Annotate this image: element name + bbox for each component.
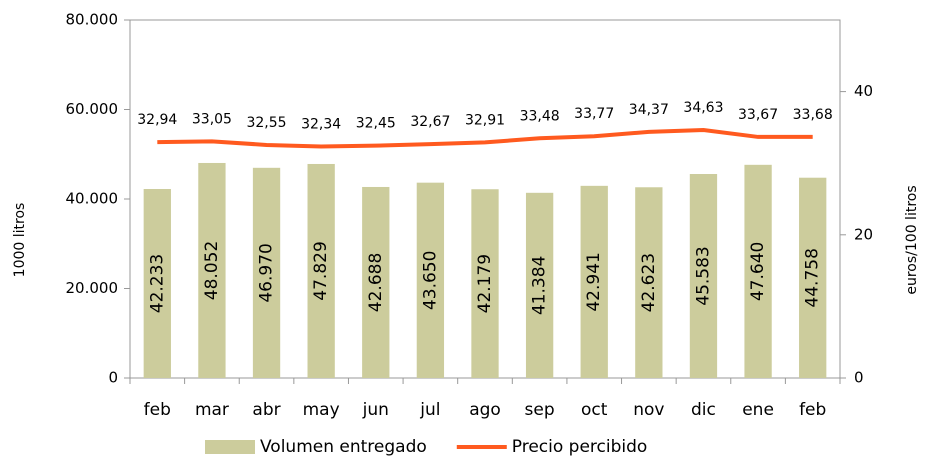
line-value-label: 32,55 xyxy=(246,115,286,131)
bar xyxy=(744,164,772,378)
x-tick-label: ene xyxy=(742,400,774,420)
x-tick-label: abr xyxy=(252,400,280,420)
bar-value-label: 42.623 xyxy=(639,253,659,312)
bar xyxy=(307,163,335,378)
line-value-label: 32,94 xyxy=(137,112,177,128)
bar-value-label: 45.583 xyxy=(693,246,713,305)
bar-value-label: 42.941 xyxy=(584,252,604,311)
legend-swatch xyxy=(205,440,255,454)
line-value-label: 32,45 xyxy=(356,116,396,132)
y2-tick-label: 0 xyxy=(854,369,864,387)
line-value-label: 33,05 xyxy=(192,111,232,127)
y2-tick-label: 20 xyxy=(854,225,873,243)
y2-axis-label: euros/100 litros xyxy=(904,185,920,294)
x-tick-label: oct xyxy=(581,400,608,420)
line-value-label: 33,67 xyxy=(738,107,778,123)
line xyxy=(157,128,813,149)
line-value-label: 33,68 xyxy=(793,107,833,123)
bar xyxy=(471,189,499,378)
bar-value-label: 42.179 xyxy=(475,254,495,313)
line-value-label: 33,77 xyxy=(574,106,614,122)
bar xyxy=(580,185,608,378)
bar-value-label: 42.688 xyxy=(366,253,386,312)
y-tick-label: 80.000 xyxy=(66,11,119,29)
bar-value-label: 46.970 xyxy=(257,243,277,302)
legend-label: Precio percibido xyxy=(512,437,648,457)
x-tick-label: may xyxy=(303,400,340,420)
bar-value-label: 41.384 xyxy=(530,256,550,315)
line-value-label: 32,34 xyxy=(301,116,341,132)
bar xyxy=(143,189,171,378)
x-tick-label: sep xyxy=(525,400,555,420)
bar xyxy=(252,167,281,378)
x-tick-label: mar xyxy=(195,400,229,420)
bar xyxy=(635,187,663,378)
x-tick-label: feb xyxy=(799,400,826,420)
line-value-label: 32,91 xyxy=(465,112,505,128)
line-value-label: 32,67 xyxy=(410,114,450,130)
x-tick-label: nov xyxy=(633,400,664,420)
x-tick-label: ago xyxy=(469,400,501,420)
bar xyxy=(362,186,390,378)
y-tick-label: 60.000 xyxy=(66,100,119,118)
line-value-label: 34,63 xyxy=(683,100,723,116)
y-axis-label: 1000 litros xyxy=(12,203,28,278)
bar xyxy=(689,174,718,378)
line-value-label: 34,37 xyxy=(629,102,669,118)
bar-value-label: 42.233 xyxy=(147,254,167,313)
bar-value-label: 44.758 xyxy=(803,248,823,307)
bar-value-label: 47.640 xyxy=(748,242,768,301)
y-tick-label: 40.000 xyxy=(66,190,119,208)
bar-value-label: 47.829 xyxy=(311,241,331,300)
x-tick-label: dic xyxy=(691,400,716,420)
x-tick-label: feb xyxy=(144,400,171,420)
bar xyxy=(525,192,554,378)
y2-tick-label: 40 xyxy=(854,82,873,100)
bar xyxy=(198,162,226,378)
x-tick-label: jun xyxy=(362,400,389,420)
x-tick-label: jul xyxy=(419,400,440,420)
line-value-label: 33,48 xyxy=(520,108,560,124)
bar-value-label: 43.650 xyxy=(420,251,440,310)
bar xyxy=(799,177,827,378)
bar xyxy=(416,182,445,378)
y-tick-label: 0 xyxy=(108,369,118,387)
bar-value-label: 48.052 xyxy=(202,241,222,300)
y-tick-label: 20.000 xyxy=(66,279,119,297)
legend-label: Volumen entregado xyxy=(260,437,427,457)
